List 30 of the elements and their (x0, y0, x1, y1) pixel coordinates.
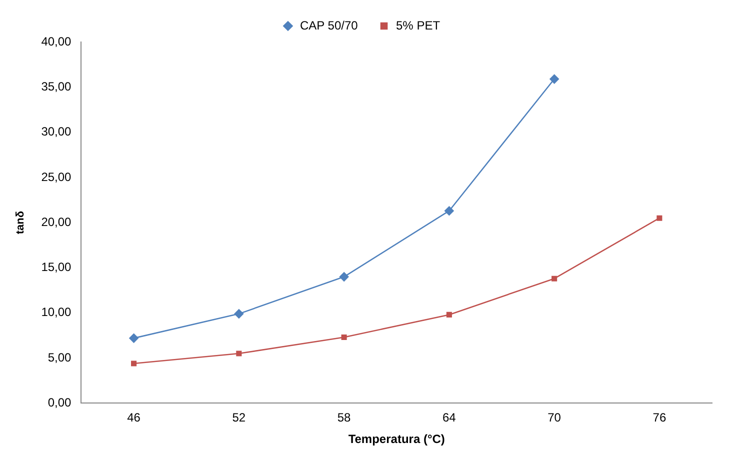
x-tick-label: 52 (232, 410, 246, 425)
x-tick-label: 64 (442, 410, 456, 425)
y-tick-label: 40,00 (41, 34, 72, 48)
y-axis-title: tanδ (14, 210, 27, 234)
x-tick-label: 58 (337, 410, 352, 425)
x-tick-label: 70 (548, 410, 562, 425)
x-tick-label: 46 (127, 410, 141, 425)
point (552, 276, 558, 282)
y-tick-label: 20,00 (41, 214, 72, 229)
y-tick-label: 15,00 (41, 260, 72, 274)
point (131, 360, 137, 366)
x-tick-label: 76 (652, 410, 666, 425)
y-tick-label: 35,00 (41, 79, 72, 94)
point (339, 272, 349, 282)
legend-label: 5% PET (396, 18, 441, 32)
x-axis-title: Temperatura (°C) (348, 432, 445, 446)
y-tick-label: 5,00 (48, 350, 72, 364)
point (341, 334, 347, 340)
y-tick-label: 30,00 (41, 124, 72, 139)
point (129, 334, 138, 343)
point (234, 309, 244, 318)
point (550, 74, 559, 84)
y-tick-label: 25,00 (41, 170, 72, 184)
y-tick-label: 0,00 (48, 396, 72, 410)
legend-label: CAP 50/70 (300, 18, 358, 32)
point (446, 312, 452, 318)
point (656, 215, 662, 221)
point (236, 350, 242, 356)
point (444, 206, 454, 216)
y-tick-label: 10,00 (41, 305, 72, 320)
